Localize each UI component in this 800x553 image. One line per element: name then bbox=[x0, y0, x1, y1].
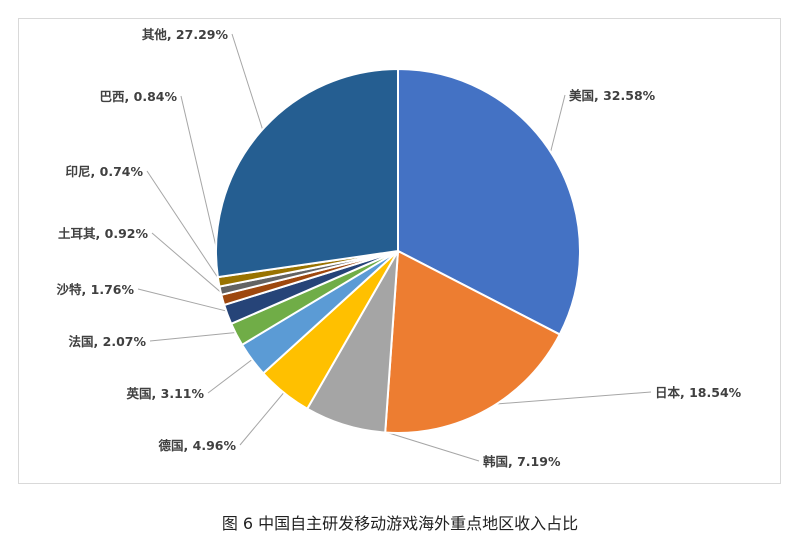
slice-label-6: 法国, 2.07% bbox=[69, 334, 147, 349]
pie-slice-2 bbox=[384, 249, 562, 434]
slice-label-4: 德国, 4.96% bbox=[159, 438, 237, 453]
leader-line-2 bbox=[484, 391, 652, 406]
leader-line-1 bbox=[548, 94, 566, 160]
leader-line-11 bbox=[231, 33, 265, 136]
slice-label-2: 日本, 18.54% bbox=[655, 385, 742, 400]
figure-caption: 图 6 中国自主研发移动游戏海外重点地区收入占比 bbox=[221, 514, 579, 533]
slice-label-1: 美国, 32.58% bbox=[569, 88, 656, 103]
leader-lines bbox=[137, 33, 652, 462]
chart-frame bbox=[18, 18, 781, 484]
slice-label-7: 沙特, 1.76% bbox=[57, 282, 135, 297]
slice-label-10: 巴西, 0.84% bbox=[100, 89, 178, 104]
slice-label-3: 韩国, 7.19% bbox=[483, 454, 561, 469]
slice-label-9: 印尼, 0.74% bbox=[66, 164, 144, 179]
pie-slice-11 bbox=[215, 67, 399, 279]
slice-label-5: 英国, 3.11% bbox=[127, 386, 205, 401]
slices bbox=[215, 67, 581, 434]
pie-chart: 美国, 32.58% 日本, 18.54% 韩国, 7.19% 德国, 4.96% 英国… bbox=[57, 27, 742, 469]
leader-line-6 bbox=[149, 331, 242, 342]
leader-line-8 bbox=[151, 232, 229, 299]
leader-line-9 bbox=[146, 170, 227, 290]
leader-line-4 bbox=[239, 388, 288, 446]
slice-label-11: 其他, 27.29% bbox=[142, 27, 229, 42]
pie-slice-1 bbox=[397, 67, 581, 336]
leader-line-7 bbox=[137, 288, 233, 314]
slice-labels: 美国, 32.58% 日本, 18.54% 韩国, 7.19% 德国, 4.96% 英国… bbox=[57, 27, 742, 469]
slice-label-8: 土耳其, 0.92% bbox=[58, 226, 148, 241]
leader-line-5 bbox=[207, 355, 257, 394]
